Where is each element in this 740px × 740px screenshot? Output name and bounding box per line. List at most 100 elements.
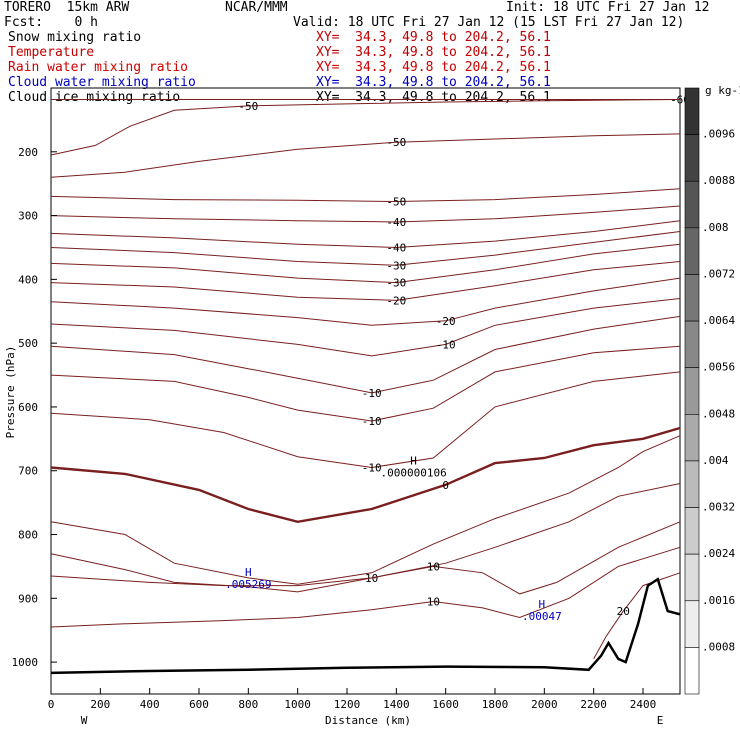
colorbar-bin: [684, 134, 700, 182]
colorbar-bin: [684, 553, 700, 602]
colorbar-bin: [684, 507, 700, 555]
field-xy-temperature: XY= 34.3, 49.8 to 204.2, 56.1: [316, 45, 551, 60]
max-marker: H: [245, 566, 252, 579]
x-tick-label: 1600: [432, 698, 459, 711]
contour-label: -10: [436, 338, 456, 351]
x-axis-title: Distance (km): [325, 714, 411, 727]
field-label-cloud-ice: Cloud ice mixing ratio: [8, 90, 181, 105]
contour-label: -50: [238, 100, 258, 113]
contour-line: [50, 435, 681, 585]
contour-line: [50, 345, 681, 422]
colorbar-label: .0048: [702, 407, 735, 420]
contour-label: -40: [386, 241, 406, 254]
x-tick-label: 2400: [630, 698, 657, 711]
colorbar-unit: g kg-1: [705, 84, 740, 97]
contour-label: 20: [617, 605, 630, 618]
max-value: .005269: [225, 578, 271, 591]
x-axis-left-label: W: [81, 714, 88, 727]
x-tick-label: 1400: [383, 698, 410, 711]
max-value: .00047: [522, 610, 562, 623]
forecast-hour: Fcst: 0 h: [4, 15, 98, 30]
field-label-cloud-water: Cloud water mixing ratio: [8, 75, 196, 90]
contour-label: 10: [427, 560, 440, 573]
figure-header: TORERO 15km ARW NCAR/MMM Init: 18 UTC Fr…: [0, 0, 740, 112]
colorbar-bin: [684, 227, 700, 275]
contour-label: -50: [386, 136, 406, 149]
colorbar-bin: [684, 460, 700, 508]
max-marker: H: [539, 598, 546, 611]
field-xy-snow: XY= 34.3, 49.8 to 204.2, 56.1: [316, 30, 551, 45]
contour-line: [50, 521, 681, 595]
contour-line: [50, 298, 681, 357]
model-name: TORERO 15km ARW: [4, 0, 130, 15]
field-label-rain: Rain water mixing ratio: [8, 60, 189, 75]
colorbar-label: .0096: [702, 128, 735, 141]
organization: NCAR/MMM: [225, 0, 288, 15]
y-tick-label: 600: [18, 401, 38, 414]
colorbar-label: .0008: [702, 640, 735, 653]
y-tick-label: 1000: [12, 656, 39, 669]
y-tick-label: 300: [18, 210, 38, 223]
contour-line: [50, 261, 681, 301]
x-axis-ticks: 0 200 400 600 800 1000 1200 1400 1600 1800 2000 220…: [48, 688, 657, 711]
contour-line: [50, 546, 681, 628]
colorbar-label: .0032: [702, 501, 735, 514]
y-tick-label: 700: [18, 465, 38, 478]
contour-line: [50, 371, 681, 469]
y-axis-title: Pressure (hPa): [4, 346, 17, 439]
colorbar-label: .0024: [702, 547, 735, 560]
x-tick-label: 2000: [531, 698, 558, 711]
temperature-contours: -60-50-50-50-40-40-30-30-20-20-10-10-10-…: [50, 93, 690, 660]
contour-line: [50, 99, 681, 156]
contour-label: -40: [386, 216, 406, 229]
colorbar-label: .0088: [702, 174, 735, 187]
contour-line: [50, 315, 681, 394]
colorbar-label: .0064: [702, 314, 735, 327]
colorbar-bin: [684, 274, 700, 322]
contour-label: 10: [427, 596, 440, 609]
field-xy-cloud-water: XY= 34.3, 49.8 to 204.2, 56.1: [316, 75, 551, 90]
contour-line: [50, 205, 681, 223]
colorbar-bin: [684, 367, 700, 415]
valid-time: Valid: 18 UTC Fri 27 Jan 12 (15 LST Fri …: [293, 15, 685, 30]
colorbar-label: .0056: [702, 361, 735, 374]
colorbar-bin: [684, 180, 700, 229]
x-tick-label: 2200: [580, 698, 607, 711]
y-tick-label: 800: [18, 529, 38, 542]
x-tick-label: 1200: [334, 698, 361, 711]
contour-line: [50, 231, 681, 266]
x-tick-label: 0: [48, 698, 55, 711]
colorbar: .0096 .0088 .008 .0072 .0064 .0056 .0048 .004 .0…: [684, 87, 735, 695]
colorbar-label: .004: [702, 454, 729, 467]
plot-frame: [50, 87, 681, 695]
field-xy-rain: XY= 34.3, 49.8 to 204.2, 56.1: [316, 60, 551, 75]
colorbar-label: .0072: [702, 267, 735, 280]
contour-line: [50, 243, 681, 284]
colorbar-bin: [684, 320, 700, 368]
y-axis-ticks: 200 300 400 500 600 700 800 900 1000: [12, 146, 57, 669]
x-axis-right-label: E: [657, 714, 664, 727]
contour-line: [50, 277, 681, 326]
surface-line: [50, 577, 681, 675]
contour-line: [50, 133, 681, 178]
field-label-temperature: Temperature: [8, 45, 95, 60]
y-tick-label: 200: [18, 146, 38, 159]
y-tick-label: 400: [18, 273, 38, 286]
contour-label: 0: [442, 479, 449, 492]
init-time: Init: 18 UTC Fri 27 Jan 12: [506, 0, 710, 15]
x-tick-label: 1800: [482, 698, 509, 711]
colorbar-label: .008: [702, 221, 729, 234]
x-tick-label: 400: [140, 698, 160, 711]
max-marker: H: [410, 454, 417, 467]
contour-label: -10: [362, 387, 382, 400]
colorbar-label: .0016: [702, 594, 735, 607]
x-tick-label: 800: [238, 698, 258, 711]
contour-label: -20: [386, 294, 406, 307]
contour-label: -50: [386, 196, 406, 209]
colorbar-bin: [684, 600, 700, 648]
x-tick-label: 200: [90, 698, 110, 711]
contour-line: [50, 188, 681, 203]
contour-line: [50, 426, 681, 524]
